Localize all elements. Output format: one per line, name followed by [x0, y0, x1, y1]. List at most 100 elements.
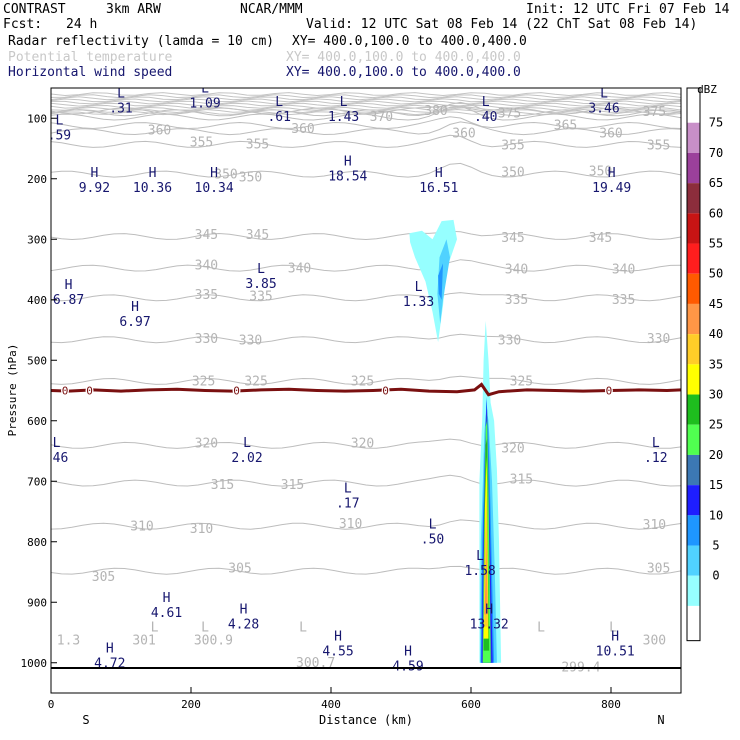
- theta-contour-line: [51, 474, 681, 487]
- wind-extremum-type: L: [429, 518, 437, 533]
- wind-extremum-type: H: [611, 630, 619, 645]
- theta-label: 305: [92, 570, 115, 585]
- theta-label: 340: [288, 261, 311, 276]
- wind-extremum-value: 10.34: [195, 181, 234, 196]
- theta-label: 345: [195, 228, 218, 243]
- wind-extremum-value: 4.61: [151, 606, 182, 621]
- wind-extremum-value: 1.58: [464, 564, 495, 579]
- x-axis-label: Distance (km): [319, 713, 413, 727]
- theta-label: 340: [505, 263, 528, 278]
- org-name: NCAR/MMM: [240, 2, 303, 17]
- wind-extremum-value: 3.85: [245, 277, 276, 292]
- wind-extremum-value: .59: [48, 129, 71, 144]
- wind-extremum-type: L: [476, 549, 484, 564]
- theta-label: 365: [554, 119, 577, 134]
- fcst-label: Fcst:: [3, 17, 43, 32]
- theta-contour-line: [51, 102, 681, 107]
- theta-label: 325: [351, 374, 374, 389]
- theta-label: 375: [643, 105, 666, 120]
- colorbar-swatch: [687, 575, 700, 606]
- y-tick-label: 300: [27, 233, 47, 246]
- wind-extremum-value: .50: [421, 533, 444, 548]
- theta-contour-line: [51, 162, 681, 178]
- theta-marker: L: [151, 621, 159, 636]
- theta-label: 1.3: [57, 633, 80, 648]
- colorbar-label: 70: [709, 146, 723, 160]
- wind-extremum-value: .17: [336, 496, 359, 511]
- theta-contour-line: [51, 96, 681, 101]
- colorbar-label: 30: [709, 388, 723, 402]
- colorbar-swatch: [687, 213, 700, 244]
- colorbar-label: 15: [709, 478, 723, 492]
- theta-label: 301: [132, 633, 155, 648]
- wind-extremum-type: L: [243, 436, 251, 451]
- theta-label: 345: [246, 228, 269, 243]
- theta-label: 330: [498, 333, 521, 348]
- theta-label: 340: [612, 263, 635, 278]
- theta-label: 350: [501, 166, 524, 181]
- wind-extremum-value: .46: [45, 451, 68, 466]
- colorbar-swatch: [687, 364, 700, 395]
- colorbar-swatch: [687, 515, 700, 546]
- y-tick-label: 400: [27, 294, 47, 307]
- wind-extremum-type: L: [201, 81, 209, 96]
- freezing-label-bg: [85, 385, 94, 396]
- field-xy-reflectivity: XY= 400.0,100.0 to 400.0,400.0: [292, 34, 527, 49]
- theta-label: 350: [589, 164, 612, 179]
- wind-extremum-value: .12: [644, 451, 667, 466]
- program-name: CONTRAST: [3, 2, 66, 17]
- colorbar-swatch: [687, 152, 700, 184]
- axes: 100 200 300 400 500 600 700 800 900 1000 0 200 400 60…: [21, 112, 621, 711]
- y-tick-label: 200: [27, 173, 47, 186]
- wind-extremum-type: H: [435, 166, 443, 181]
- theta-label: 350: [239, 171, 262, 186]
- reflectivity-area: [484, 541, 488, 615]
- wind-extremum-type: L: [652, 436, 660, 451]
- colorbar-label: 10: [709, 508, 723, 522]
- valid-time: Valid: 12 UTC Sat 08 Feb 14 (22 ChT Sat …: [306, 17, 698, 32]
- theta-label: 370: [370, 110, 393, 125]
- colorbar-unit: dBZ: [697, 83, 717, 96]
- wind-extremum-value: 1.09: [189, 96, 220, 111]
- wind-extremum-value: 18.54: [328, 170, 367, 185]
- theta-label: 375: [498, 106, 521, 121]
- y-tick-label: 1000: [21, 657, 48, 670]
- colorbar-frame: [686, 87, 701, 642]
- wind-extremum-value: 9.92: [79, 181, 110, 196]
- wind-extremum-type: H: [106, 642, 114, 657]
- y-tick-label: 500: [27, 354, 47, 367]
- theta-contour-line: [51, 438, 681, 449]
- wind-extremum-value: 4.55: [322, 645, 353, 660]
- colorbar-label: 40: [709, 327, 723, 341]
- x-tick-label: 600: [461, 698, 481, 711]
- theta-marker: L: [299, 621, 307, 636]
- wind-extremum-value: 1.43: [328, 110, 359, 125]
- theta-label: 345: [589, 231, 612, 246]
- theta-label: 345: [501, 231, 524, 246]
- wind-extremum-value: 3.46: [588, 101, 619, 116]
- colorbar-swatch: [687, 485, 700, 516]
- endpoint-left: S: [82, 713, 89, 727]
- theta-label: 360: [291, 122, 314, 137]
- y-tick-label: 600: [27, 415, 47, 428]
- colorbar-swatch: [687, 454, 700, 486]
- colorbar-label: 35: [709, 357, 723, 371]
- model-name: 3km ARW: [106, 2, 161, 17]
- wind-extremum-type: H: [149, 166, 157, 181]
- theta-label: 330: [195, 332, 218, 347]
- theta-label: 310: [339, 517, 362, 532]
- field-name-wind: Horizontal wind speed: [8, 65, 173, 80]
- plot-frame: [50, 87, 682, 694]
- wind-extremum-value: .40: [474, 110, 497, 125]
- reflectivity-area: [437, 239, 450, 324]
- wind-extremum-type: L: [415, 280, 423, 295]
- wind-extremum-type: H: [90, 166, 98, 181]
- colorbar-label: 45: [709, 297, 723, 311]
- wind-extremum-type: H: [131, 300, 139, 315]
- theta-contour-line: [51, 565, 681, 575]
- y-tick-label: 700: [27, 475, 47, 488]
- theta-marker: L: [609, 621, 617, 636]
- wind-extremum-value: 6.97: [119, 315, 150, 330]
- y-axis-label: Pressure (hPa): [6, 344, 19, 437]
